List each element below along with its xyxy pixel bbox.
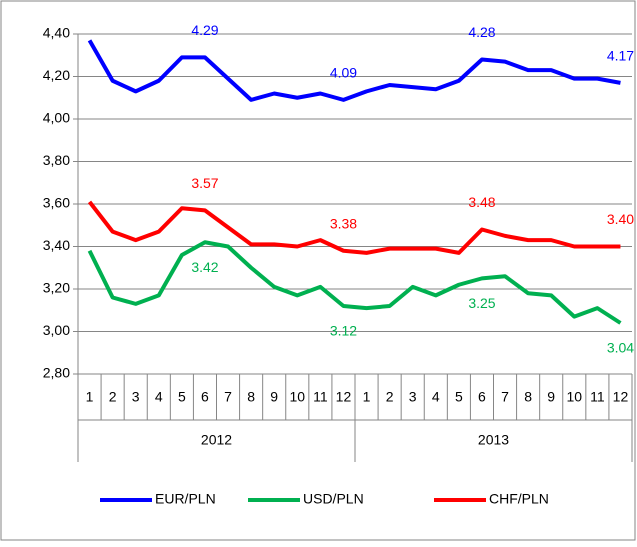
data-label: 3.04	[607, 340, 634, 356]
x-tick-label: 5	[178, 389, 186, 405]
data-label: 4.17	[607, 48, 634, 64]
data-label: 3.38	[330, 215, 357, 231]
x-tick-label: 5	[455, 389, 463, 405]
data-label: 4.28	[468, 24, 495, 40]
y-tick-label: 4,20	[43, 67, 70, 83]
x-tick-label: 2	[386, 389, 394, 405]
x-tick-label: 2	[109, 389, 117, 405]
y-tick-label: 4,00	[43, 110, 70, 126]
x-group-label: 2013	[478, 432, 509, 448]
x-tick-label: 6	[201, 389, 209, 405]
y-tick-label: 3,20	[43, 280, 70, 296]
y-tick-label: 3,60	[43, 195, 70, 211]
y-tick-label: 3,00	[43, 322, 70, 338]
x-tick-label: 8	[247, 389, 255, 405]
legend-label: CHF/PLN	[489, 491, 549, 507]
x-tick-label: 6	[478, 389, 486, 405]
y-tick-label: 3,40	[43, 237, 70, 253]
data-label: 3.25	[468, 295, 495, 311]
x-tick-label: 10	[567, 389, 583, 405]
legend-label: EUR/PLN	[155, 491, 216, 507]
data-label: 3.40	[607, 211, 634, 227]
y-tick-label: 2,80	[43, 365, 70, 381]
x-tick-label: 3	[409, 389, 417, 405]
x-tick-label: 4	[432, 389, 440, 405]
x-tick-label: 1	[363, 389, 371, 405]
x-tick-label: 11	[313, 389, 328, 405]
x-tick-label: 4	[155, 389, 163, 405]
series-line	[87, 39, 621, 102]
data-label: 4.29	[191, 22, 218, 38]
x-tick-label: 12	[336, 389, 352, 405]
data-label: 3.12	[330, 323, 357, 339]
y-tick-label: 3,80	[43, 152, 70, 168]
series-line	[87, 200, 621, 255]
y-tick-label: 4,40	[43, 25, 70, 41]
data-label: 3.42	[191, 259, 218, 275]
x-tick-label: 8	[524, 389, 532, 405]
x-tick-label: 11	[590, 389, 605, 405]
x-tick-label: 10	[290, 389, 306, 405]
x-group-label: 2012	[201, 432, 232, 448]
legend-label: USD/PLN	[303, 491, 364, 507]
data-label: 4.09	[330, 65, 357, 81]
x-tick-label: 9	[270, 389, 278, 405]
data-label: 3.57	[191, 175, 218, 191]
x-tick-label: 9	[547, 389, 555, 405]
x-tick-label: 7	[224, 389, 232, 405]
x-tick-label: 12	[613, 389, 629, 405]
data-label: 3.48	[468, 194, 495, 210]
x-tick-label: 1	[86, 389, 94, 405]
series-line	[87, 240, 622, 325]
x-tick-label: 7	[501, 389, 509, 405]
x-tick-label: 3	[132, 389, 140, 405]
